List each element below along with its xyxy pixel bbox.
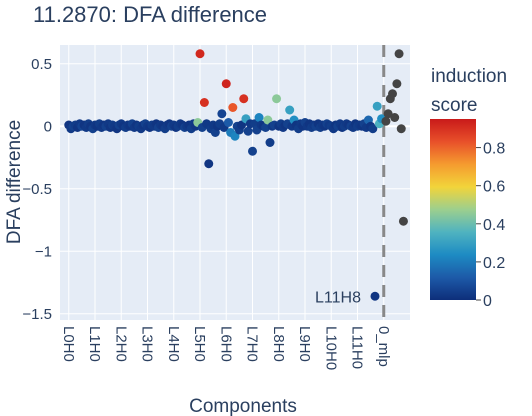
x-tick-label: L5H0 [191,326,208,362]
x-tick-label: L0H0 [60,326,77,362]
x-tick-label: L1H0 [86,326,103,362]
x-tick-label: L11H0 [349,326,366,369]
y-tick-label: 0.5 [31,56,52,73]
plot-area [60,45,410,320]
head-point [370,291,380,301]
colorbar-tick-label: 0.4 [483,217,505,234]
x-axis-title: Components [189,396,297,416]
head-point [239,94,249,104]
mlp-point [388,89,397,99]
x-tick-label: L10H0 [322,326,339,370]
head-point [199,98,209,107]
mlp-point [390,113,400,122]
y-tick-label: −1.5 [22,306,52,323]
mlp-point [394,49,404,59]
head-point [368,124,378,134]
head-point [285,105,295,115]
colorbar-title-line: score [431,95,477,116]
colorbar-tick-label: 0.2 [483,255,505,272]
y-axis-title: DFA difference [4,120,25,244]
mlp-point [381,116,391,126]
head-point [263,115,273,125]
x-tick-label: L4H0 [165,326,182,362]
colorbar-title: induction score [431,66,507,116]
x-tick-label: L9H0 [296,326,313,362]
x-tick-label: 0_mlp [375,326,392,367]
mlp-point [383,109,393,119]
head-point [372,101,382,111]
x-axis-ticks: L0H0 L1H0 L2H0 L3H0 L4H0 L5H0 L6H0 L7H0 L8H0 L9H0… [60,326,392,370]
head-point [248,146,257,156]
colorbar-title-line: induction [431,66,507,87]
mlp-point [398,216,408,226]
head-point [265,138,275,147]
head-point [228,103,238,112]
x-tick-label: L6H0 [217,326,234,362]
chart-title-line: 11.2870: DFA difference [33,2,267,27]
y-axis-ticks: 0.5 0 −0.5 −1 −1.5 [22,56,52,323]
head-point [254,113,264,122]
head-point [217,109,227,119]
chart-title: 11.2870: DFA difference [33,2,267,27]
mlp-point [396,124,406,134]
colorbar-ticks: 0.8 0.6 0.4 0.2 0 [476,141,505,310]
head-point [204,159,214,169]
head-point [230,131,240,141]
head-point [221,79,231,89]
x-tick-label: L3H0 [139,326,156,362]
point-annotation: L11H8 [315,289,361,306]
head-point [195,49,205,59]
y-tick-label: −0.5 [22,181,52,198]
colorbar-tick-label: 0 [483,293,492,310]
colorbar [430,119,476,300]
x-tick-label: L7H0 [244,326,261,362]
colorbar-tick-label: 0.6 [483,179,505,196]
head-point [237,120,247,130]
x-tick-label: L8H0 [270,326,287,362]
head-point [223,118,233,127]
data-points [64,49,408,301]
y-tick-label: −1 [35,243,52,260]
colorbar-tick-label: 0.8 [483,141,505,158]
x-tick-label: L2H0 [112,326,129,362]
mlp-point [392,79,402,89]
y-tick-label: 0 [44,118,52,135]
annotations: L11H8 [315,289,361,306]
head-point [272,94,282,104]
head-point [243,126,253,136]
